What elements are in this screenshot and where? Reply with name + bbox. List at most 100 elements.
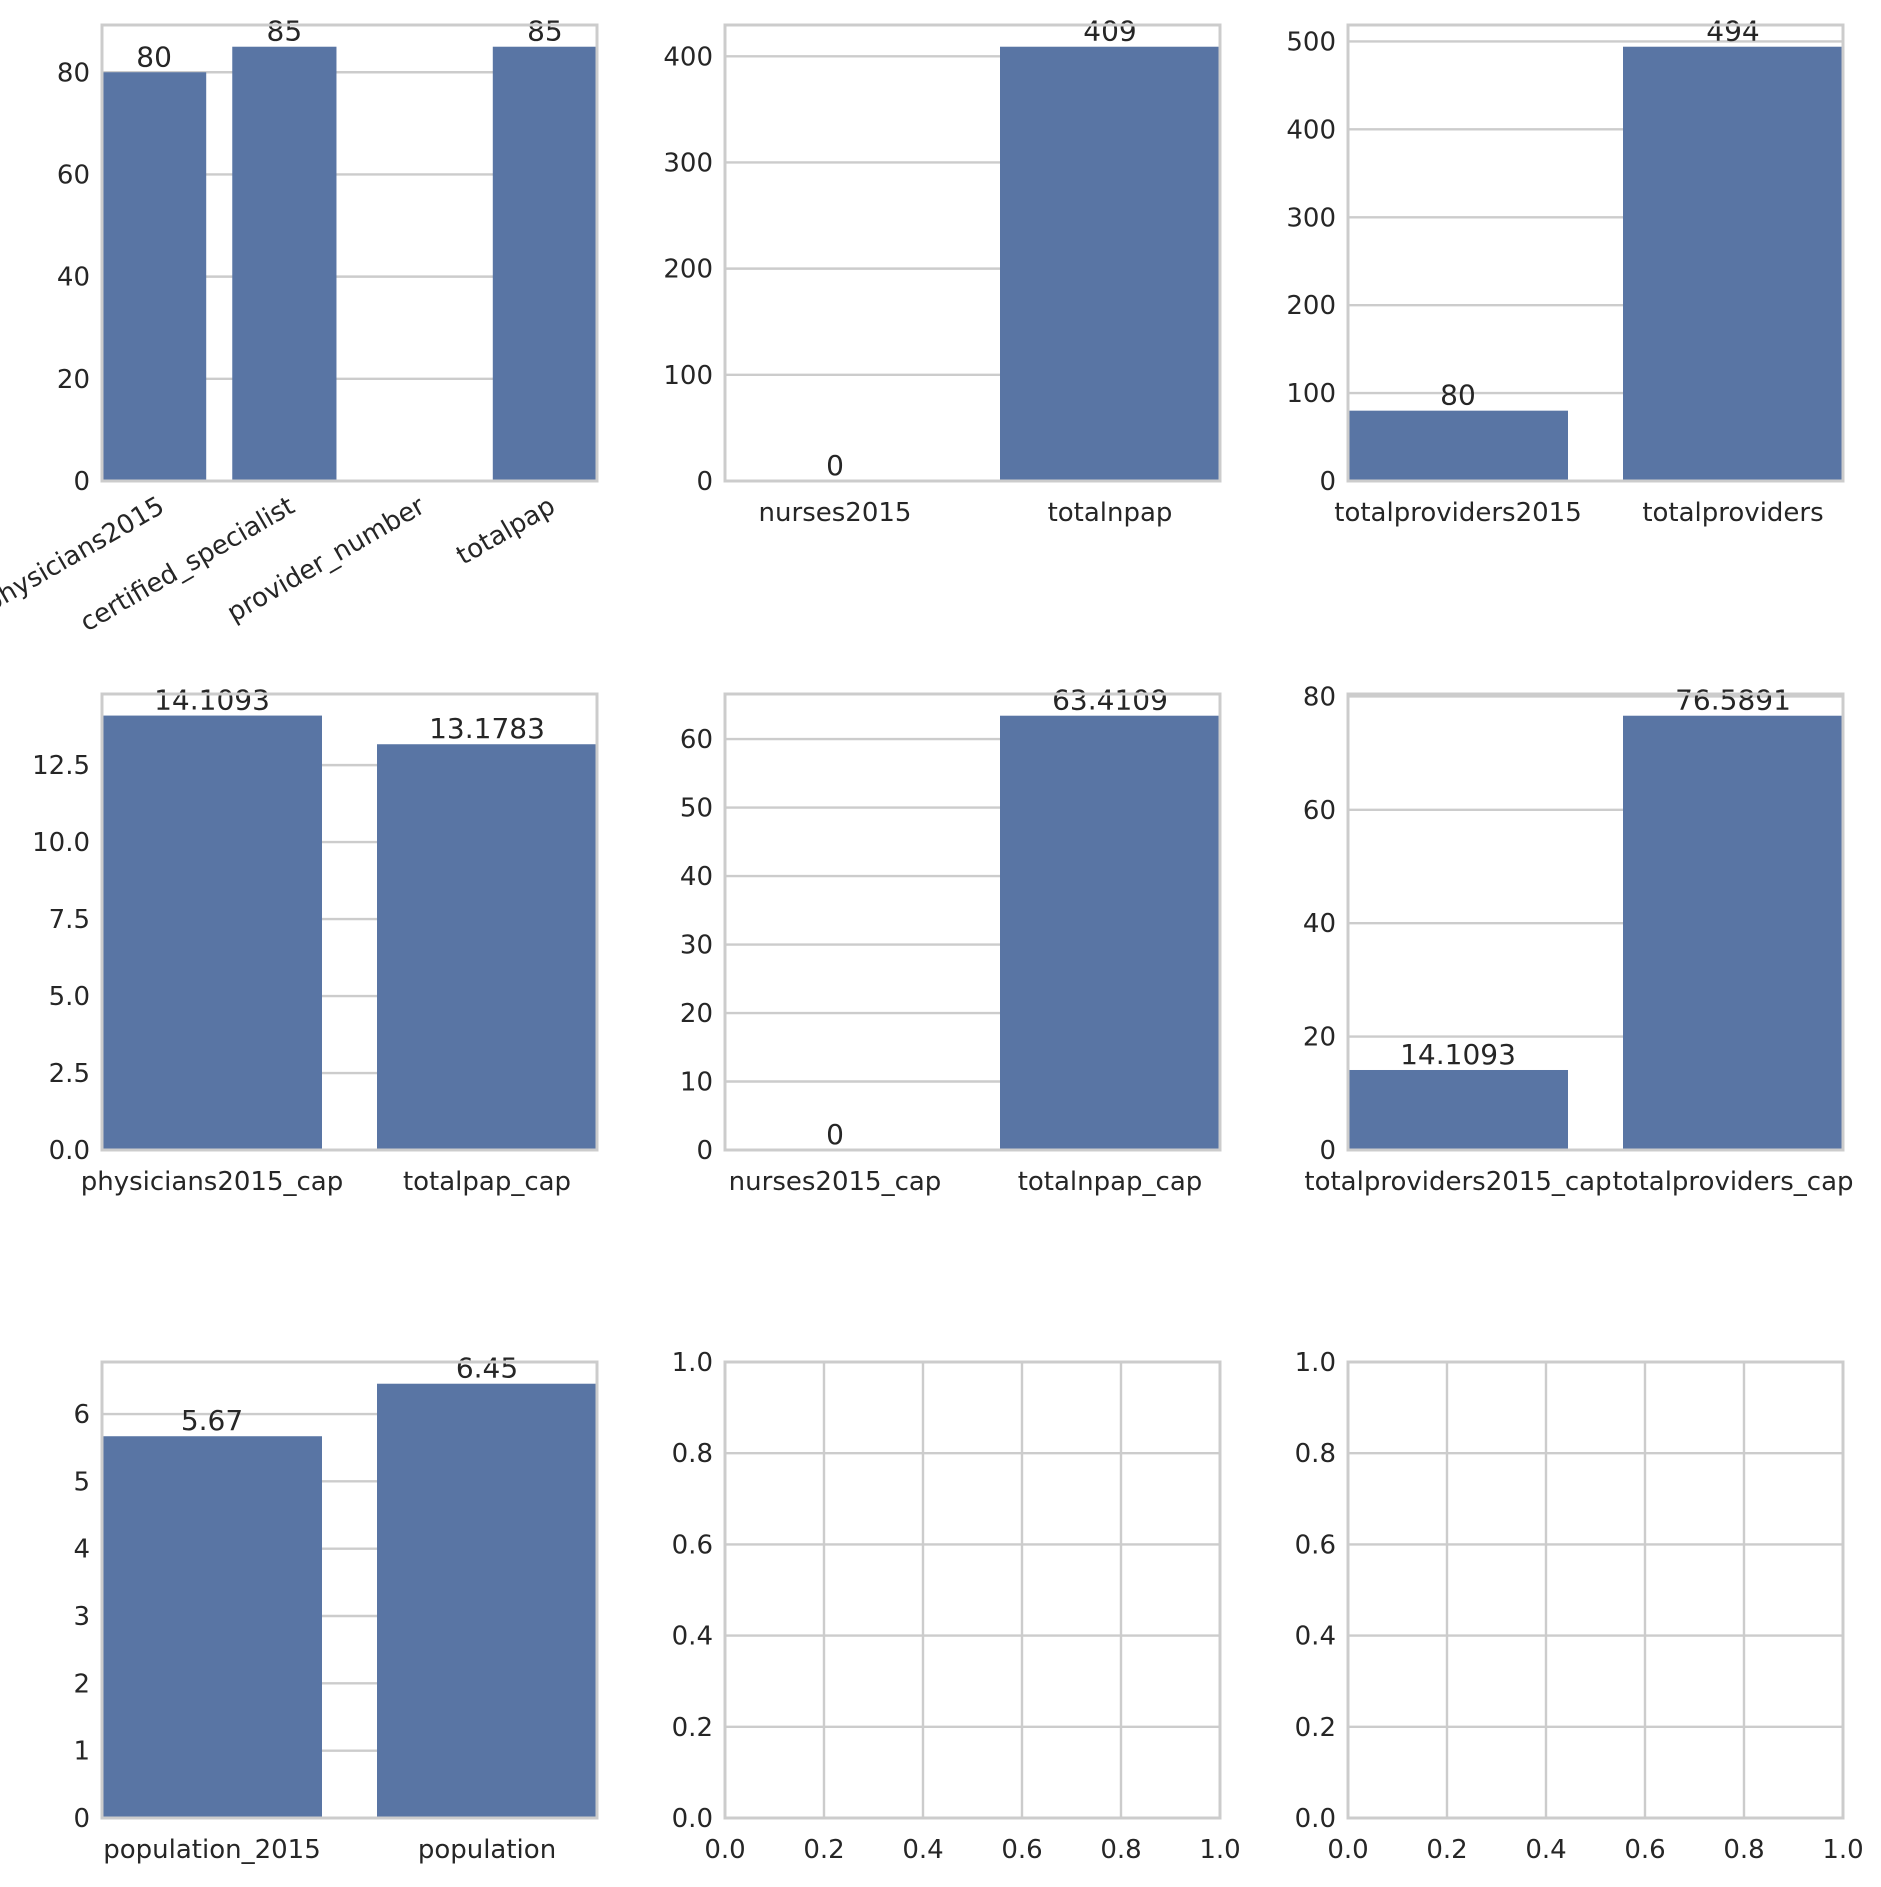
y-tick-label: 5: [73, 1467, 90, 1497]
y-tick-label: 40: [680, 862, 713, 892]
bar-value-label: 14.1093: [1400, 1038, 1516, 1071]
bar-value-label: 85: [527, 15, 563, 48]
x-tick-label: totalnpap_cap: [1018, 1167, 1203, 1197]
y-tick-label: 1.0: [1295, 1348, 1336, 1378]
x-tick-label: totalpap_cap: [403, 1167, 571, 1197]
x-tick-label: 0.6: [1624, 1835, 1665, 1865]
bar-value-label: 409: [1083, 15, 1136, 48]
subplot-2: 0 100 200 300 400 0 nurses2015 409 totalnpap: [663, 15, 1222, 528]
subplot-3: 0 100 200 300 400 500 80 totalproviders2015 494 t…: [1286, 15, 1845, 528]
y-tick-label: 80: [57, 58, 90, 88]
y-tick-label: 0.2: [1295, 1713, 1336, 1743]
x-tick-label: 0.4: [1525, 1835, 1566, 1865]
bar-value-label: 6.45: [456, 1352, 518, 1385]
y-tick-label: 0.4: [1295, 1622, 1336, 1652]
subplot-5: 0 10 20 30 40 50 60 0 nurses2015_cap 63.4109 total…: [680, 684, 1222, 1197]
y-tick-label: 40: [1303, 909, 1336, 939]
y-tick-label: 60: [680, 725, 713, 755]
bar: [1623, 715, 1843, 1150]
x-tick-label: 0.8: [1100, 1835, 1141, 1865]
bar: [232, 46, 337, 481]
subplot-8: 0.0 0.2 0.4 0.6 0.8 1.0 0.0 0.2 0.4 0.6 0.8 1.0: [672, 1348, 1241, 1865]
y-tick-label: 2.5: [49, 1059, 90, 1089]
x-tick-label: totalproviders: [1642, 498, 1823, 528]
y-tick-label: 300: [663, 148, 713, 178]
y-tick-label: 0: [696, 1136, 713, 1166]
bar: [102, 715, 322, 1150]
bar: [1000, 46, 1220, 481]
x-tick-label: totalproviders2015: [1334, 498, 1582, 528]
axes-frame: [1346, 23, 1845, 483]
y-tick-label: 200: [663, 255, 713, 285]
axes-frame: [1346, 692, 1845, 1152]
bar-value-label: 13.1783: [429, 712, 545, 745]
bar-value-label: 494: [1706, 15, 1759, 48]
axes-frame: [100, 1360, 599, 1820]
subplot-4: 0.0 2.5 5.0 7.5 10.0 12.5 14.1093 physicians201…: [32, 684, 599, 1197]
y-tick-label: 0: [696, 467, 713, 497]
bar-value-label: 85: [267, 15, 303, 48]
y-tick-label: 400: [1286, 115, 1336, 145]
bar: [102, 72, 207, 482]
y-tick-label: 80: [1303, 682, 1336, 712]
bar: [377, 744, 597, 1150]
subplot-7: 0 1 2 3 4 5 6 5.67 population_2015 6.45 population: [73, 1352, 599, 1865]
y-tick-label: 0.2: [672, 1713, 713, 1743]
y-tick-label: 20: [1303, 1023, 1336, 1053]
y-tick-label: 0: [1319, 1136, 1336, 1166]
x-tick-label: population_2015: [103, 1835, 321, 1865]
bar-value-label: 80: [136, 40, 172, 73]
x-tick-label: totalproviders_cap: [1612, 1167, 1853, 1197]
bar: [102, 1436, 322, 1818]
x-tick-label: 0.0: [1327, 1835, 1368, 1865]
bar-value-label: 0: [826, 1118, 844, 1151]
x-tick-label: totalproviders2015_cap: [1304, 1167, 1611, 1197]
y-tick-label: 40: [57, 263, 90, 293]
y-tick-label: 300: [1286, 203, 1336, 233]
bar-value-label: 5.67: [181, 1404, 243, 1437]
x-tick-label: nurses2015: [759, 498, 912, 528]
y-tick-label: 1.0: [672, 1348, 713, 1378]
x-tick-label: 0.8: [1723, 1835, 1764, 1865]
y-tick-label: 50: [680, 794, 713, 824]
y-tick-label: 0.6: [1295, 1530, 1336, 1560]
y-tick-label: 0.8: [672, 1439, 713, 1469]
y-tick-label: 10: [680, 1068, 713, 1098]
y-tick-label: 0.6: [672, 1530, 713, 1560]
x-tick-label: 0.6: [1001, 1835, 1042, 1865]
y-tick-label: 0.0: [672, 1804, 713, 1834]
y-tick-label: 4: [73, 1535, 90, 1565]
y-tick-label: 20: [680, 999, 713, 1029]
y-tick-label: 1: [73, 1737, 90, 1767]
y-tick-label: 7.5: [49, 905, 90, 935]
x-tick-label: population: [418, 1835, 556, 1865]
axes-frame: [723, 23, 1222, 483]
y-tick-label: 30: [680, 931, 713, 961]
bar-value-label: 0: [826, 449, 844, 482]
subplot-9: 0.0 0.2 0.4 0.6 0.8 1.0 0.0 0.2 0.4 0.6 0.8 1.0: [1295, 1348, 1864, 1865]
axes-frame: [100, 692, 599, 1152]
y-tick-label: 400: [663, 42, 713, 72]
axes-frame: [723, 692, 1222, 1152]
y-tick-label: 60: [57, 160, 90, 190]
x-tick-label: nurses2015_cap: [729, 1167, 942, 1197]
bar-value-label: 76.5891: [1675, 684, 1791, 717]
bar-value-label: 14.1093: [154, 684, 270, 717]
y-tick-label: 20: [57, 365, 90, 395]
axes-frame: [723, 1360, 1222, 1820]
y-tick-label: 10.0: [32, 828, 90, 858]
x-tick-label: 0.0: [704, 1835, 745, 1865]
bar: [1623, 46, 1843, 481]
y-tick-label: 100: [1286, 379, 1336, 409]
bar-value-label: 63.4109: [1052, 684, 1168, 717]
x-tick-label: 0.2: [803, 1835, 844, 1865]
y-tick-label: 100: [663, 361, 713, 391]
bar: [1348, 410, 1568, 481]
y-tick-label: 0: [1319, 467, 1336, 497]
y-tick-label: 3: [73, 1602, 90, 1632]
y-tick-label: 2: [73, 1669, 90, 1699]
x-tick-label: totalpap: [452, 491, 561, 571]
bar: [492, 46, 597, 481]
